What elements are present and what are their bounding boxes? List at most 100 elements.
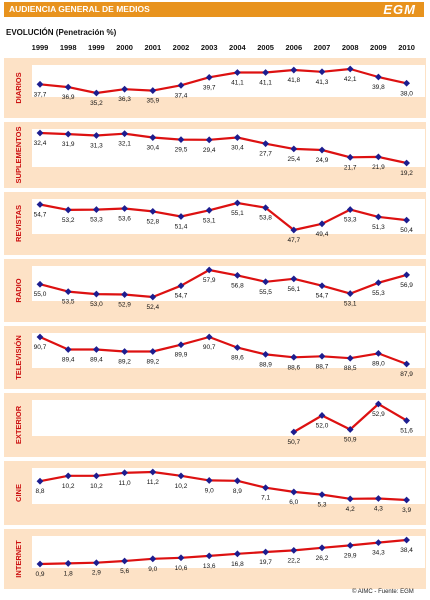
data-label: 55,3: [372, 290, 385, 297]
data-label: 30,4: [146, 145, 159, 152]
data-label: 51,3: [372, 224, 385, 231]
data-label: 53,8: [259, 215, 272, 222]
data-point: [177, 472, 185, 480]
series-line: [39, 67, 407, 95]
data-point: [234, 134, 241, 141]
data-label: 35,9: [146, 98, 159, 105]
series-label: SUPLEMENTOS: [14, 127, 23, 184]
data-point: [177, 282, 185, 290]
data-point: [177, 213, 185, 220]
data-point: [262, 548, 269, 556]
data-label: 53,1: [203, 217, 216, 224]
data-point: [234, 272, 241, 279]
data-point: [403, 496, 410, 504]
data-label: 31,9: [62, 141, 75, 148]
series-line: [39, 268, 407, 299]
year-label: 2008: [341, 43, 359, 52]
series-label: REVISTAS: [14, 205, 23, 242]
data-point: [205, 136, 213, 144]
data-label: 26,2: [316, 555, 329, 562]
data-label: 4,3: [374, 505, 383, 512]
data-label: 31,3: [90, 143, 103, 150]
data-label: 39,7: [203, 84, 216, 91]
data-label: 89,2: [146, 358, 159, 365]
data-label: 90,7: [203, 344, 216, 351]
source-footer: © AIMC - Fuente: EGM: [352, 589, 414, 595]
data-label: 10,6: [175, 565, 188, 572]
data-label: 19,2: [400, 170, 413, 177]
series-line: [39, 131, 407, 165]
data-point: [262, 140, 269, 148]
data-point: [177, 81, 185, 89]
data-point: [93, 206, 100, 213]
data-label: 90,7: [34, 344, 47, 351]
data-point: [121, 469, 128, 477]
series-label: EXTERIOR: [14, 405, 23, 444]
data-label: 38,0: [400, 90, 413, 97]
data-point: [290, 428, 298, 436]
data-label: 56,9: [400, 282, 413, 289]
data-point: [318, 282, 326, 290]
data-label: 37,7: [34, 91, 47, 98]
data-label: 42,1: [344, 76, 357, 83]
header-bar: AUDIENCIA GENERAL DE MEDIOS EGM: [4, 2, 424, 17]
data-label: 51,6: [400, 428, 413, 435]
data-point: [205, 73, 213, 81]
data-label: 38,4: [400, 547, 413, 554]
data-label: 11,0: [119, 480, 132, 487]
data-point: [403, 79, 410, 87]
data-label: 9,0: [205, 487, 214, 494]
egm-logo: EGM: [383, 2, 416, 17]
data-label: 2,9: [92, 570, 101, 577]
data-label: 36,3: [118, 96, 131, 103]
data-point: [36, 280, 44, 288]
panel-band: [32, 266, 425, 301]
data-label: 89,2: [118, 358, 131, 365]
data-point: [403, 536, 410, 544]
data-point: [177, 554, 185, 562]
data-label: 56,8: [231, 282, 244, 289]
data-point: [290, 488, 298, 496]
data-label: 9,0: [148, 566, 157, 573]
data-point: [36, 80, 44, 88]
year-label: 2009: [370, 43, 387, 52]
data-label: 89,9: [175, 352, 188, 359]
data-point: [318, 220, 326, 228]
data-point: [375, 153, 382, 161]
data-label: 52,9: [118, 302, 131, 309]
series-label: DIARIOS: [14, 72, 23, 103]
data-point: [177, 136, 185, 143]
data-label: 0,9: [35, 571, 44, 578]
data-label: 4,2: [346, 506, 355, 513]
data-label: 34,3: [372, 550, 385, 557]
data-point: [262, 484, 269, 492]
data-label: 21,9: [372, 164, 385, 171]
data-label: 47,7: [287, 237, 300, 244]
data-point: [121, 130, 128, 138]
data-point: [64, 206, 72, 214]
data-label: 53,2: [62, 217, 75, 224]
data-label: 30,4: [231, 145, 244, 152]
data-label: 54,7: [34, 211, 47, 218]
series-line: [39, 201, 407, 232]
data-point: [64, 83, 72, 91]
data-label: 53,3: [90, 217, 103, 224]
data-label: 37,4: [175, 92, 188, 99]
data-point: [318, 491, 326, 499]
data-point: [205, 477, 213, 484]
data-label: 52,8: [146, 218, 159, 225]
data-point: [64, 130, 72, 138]
data-point: [403, 417, 410, 424]
data-point: [149, 87, 157, 94]
data-label: 55,0: [34, 291, 47, 298]
data-label: 50,9: [344, 436, 357, 443]
data-point: [346, 426, 354, 433]
data-label: 10,2: [175, 483, 188, 490]
data-point: [346, 153, 354, 161]
data-point: [177, 341, 185, 349]
data-label: 21,7: [344, 164, 357, 171]
data-point: [93, 559, 100, 567]
data-point: [375, 495, 382, 502]
data-point: [375, 539, 382, 547]
data-point: [290, 353, 298, 361]
